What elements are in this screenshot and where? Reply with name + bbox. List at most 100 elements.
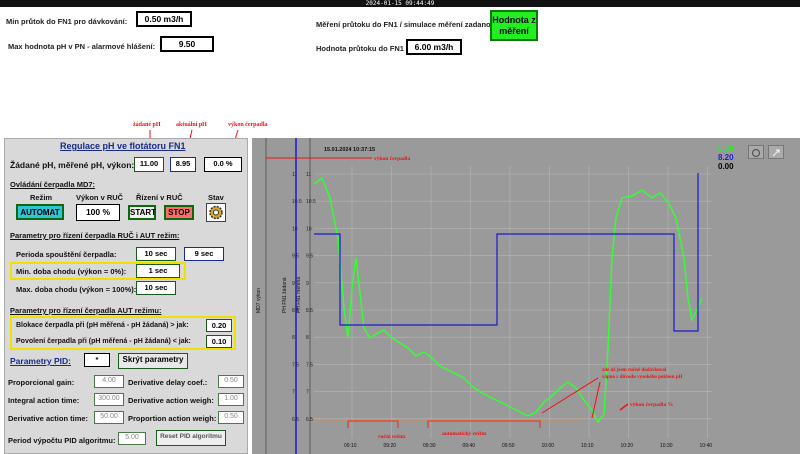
y-tick-label: 7 xyxy=(292,390,295,396)
dw-field[interactable]: 1.00 xyxy=(218,393,244,406)
col-control-label: Řízení v RUČ xyxy=(136,193,183,202)
pid-label: Parametry PID: xyxy=(10,356,71,366)
chart-camera-button[interactable] xyxy=(748,145,764,159)
chart-expand-button[interactable] xyxy=(768,145,784,159)
trend-chart: 111110.510.510109.59.5998.58.5887.57.577… xyxy=(252,138,800,454)
ph-measured-line xyxy=(313,176,703,424)
panel-title: Regulace pH ve flotátoru FN1 xyxy=(60,141,186,151)
params-manual-title: Parametry pro řízení čerpadla RUČ i AUT … xyxy=(10,231,180,240)
y-tick-label-secondary: 9 xyxy=(306,281,309,287)
auto-params-highlight xyxy=(10,316,236,350)
arrow-note-1 xyxy=(541,377,599,414)
kp-label: Proporcional gain: xyxy=(8,378,75,387)
trend-svg: 111110.510.510109.59.5998.58.5887.57.577… xyxy=(252,138,800,454)
legend-value-output: 0.00 xyxy=(718,144,734,153)
y-tick-label-secondary: 11 xyxy=(306,172,311,178)
ph-setpoint-field[interactable]: 11.00 xyxy=(134,157,164,172)
ti-field[interactable]: 300.00 xyxy=(94,393,124,406)
ti-label: Integral action time: xyxy=(8,396,80,405)
chart-note-output: výkon čerpadla xyxy=(374,156,410,162)
y-tick-label-secondary: 7 xyxy=(306,390,309,396)
manual-power-field[interactable]: 100 % xyxy=(76,204,120,221)
annotation-actual: aktuální pH xyxy=(176,122,207,128)
y-tick-label-secondary: 8 xyxy=(306,335,309,341)
min-flow-value[interactable]: 0.50 m3/h xyxy=(136,11,192,27)
col-mode-label: Režim xyxy=(30,193,53,202)
pump-gear-icon xyxy=(209,205,223,220)
min-flow-label: Min průtok do FN1 pro dávkování: xyxy=(6,17,128,26)
y-tick-label-secondary: 10.5 xyxy=(306,199,316,205)
ph-measured-field: 8.95 xyxy=(170,157,196,172)
min-run-field[interactable]: 1 sec xyxy=(136,264,180,278)
max-run-label: Max. doba chodu (výkon = 100%): xyxy=(16,285,137,294)
auto-mode-button[interactable]: AUTOMAT xyxy=(16,204,64,220)
x-tick-label: 09:50 xyxy=(502,443,515,449)
pid-period-field[interactable]: 5.00 xyxy=(118,432,146,445)
x-tick-label: 09:30 xyxy=(423,443,436,449)
sim-flow-label: Hodnota průtoku do FN1 při simulaci: xyxy=(316,44,451,53)
allow-label: Povolení čerpadla při (pH měřená - pH žá… xyxy=(16,338,191,345)
max-run-field[interactable]: 10 sec xyxy=(136,281,176,295)
ph-control-panel xyxy=(4,138,248,454)
y-tick-label-secondary: 9.5 xyxy=(306,254,313,260)
max-ph-value[interactable]: 9.50 xyxy=(160,36,214,52)
pid-period-label: Period výpočtu PID algoritmu: xyxy=(8,436,116,445)
x-tick-label: 10:20 xyxy=(621,443,634,449)
max-ph-label: Max hodnota pH v PN - alarmové hlášení: xyxy=(8,42,156,51)
x-tick-label: 10:00 xyxy=(542,443,555,449)
chart-timestamp: 15.01.2024 10:37:15 xyxy=(324,147,376,153)
y-tick-label: 10 xyxy=(292,226,298,232)
ph-row-label: Žádané pH, měřené pH, výkon: xyxy=(10,160,135,170)
params-auto-title: Parametry pro řízení čerpadla AUT režimu… xyxy=(10,306,162,315)
chart-note-manual-reduction: zde už jsem ručně dodávkoval xyxy=(602,368,667,373)
x-tick-label: 10:40 xyxy=(700,443,713,449)
td-label: Derivative action time: xyxy=(8,414,89,423)
y-tick-label: 8 xyxy=(292,335,295,341)
arrow-note-2 xyxy=(591,381,601,419)
arrow-output-pct xyxy=(619,403,629,411)
block-field[interactable]: 0.20 xyxy=(206,319,232,332)
chart-note-auto: automatický režim xyxy=(442,431,486,437)
annotation-setpoint: žádané pH xyxy=(133,122,161,128)
sim-flow-value[interactable]: 6.00 m3/h xyxy=(406,39,462,55)
dd-label: Derivative delay coef.: xyxy=(128,378,208,387)
clock: 2024-01-15 09:44:49 xyxy=(0,0,800,7)
pump-state-indicator xyxy=(206,203,226,222)
td-field[interactable]: 50.00 xyxy=(94,411,124,424)
stop-button[interactable]: STOP xyxy=(164,205,194,220)
col-power-label: Výkon v RUČ xyxy=(76,193,124,202)
y-axis-title: PH FN1 žádaná xyxy=(282,277,288,313)
pw-field[interactable]: 0.50 xyxy=(218,411,244,424)
period-field[interactable]: 10 sec xyxy=(136,247,176,261)
start-button[interactable]: START xyxy=(128,205,156,220)
y-tick-label: 9 xyxy=(292,281,295,287)
min-run-highlight xyxy=(10,262,186,280)
pump-section-title: Ovládání čerpadla MD7: xyxy=(10,180,96,189)
y-axis-title: MD7 výkon xyxy=(256,288,262,313)
y-tick-label-secondary: 8.5 xyxy=(306,308,313,314)
y-axis-title: PH FN1 měřená xyxy=(296,277,302,313)
chart-note-output-pct: výkon čerpadla % xyxy=(630,402,673,408)
flow-mode-button[interactable]: Hodnota z měření xyxy=(490,10,538,41)
block-label: Blokace čerpadla při (pH měřená - pH žád… xyxy=(16,322,189,329)
bracket-manual xyxy=(347,420,399,428)
x-tick-label: 10:30 xyxy=(660,443,673,449)
dd-field[interactable]: 0.50 xyxy=(218,375,244,388)
period-actual-field: 9 sec xyxy=(184,247,224,261)
hide-params-button[interactable]: Skrýt parametry xyxy=(118,353,188,369)
y-tick-label-secondary: 6.5 xyxy=(306,417,313,423)
col-state-label: Stav xyxy=(208,193,224,202)
y-tick-label-secondary: 10 xyxy=(306,226,312,232)
y-tick-label: 11 xyxy=(292,172,297,178)
kp-field[interactable]: 4.00 xyxy=(94,375,124,388)
period-label: Perioda spouštění čerpadla: xyxy=(16,250,117,259)
ph-setpoint-line xyxy=(314,173,699,332)
min-run-label: Min. doba chodu (výkon = 0%): xyxy=(16,267,127,276)
allow-field[interactable]: 0.10 xyxy=(206,335,232,348)
y-tick-label: 10.5 xyxy=(292,199,302,205)
pump-output-field: 0.0 % xyxy=(204,157,242,172)
reset-pid-button[interactable]: Reset PID algoritmu xyxy=(156,430,226,446)
x-tick-label: 09:40 xyxy=(463,443,476,449)
legend-value-measured: 8.20 xyxy=(718,153,734,162)
pw-label: Proportion action weigh: xyxy=(128,414,217,423)
